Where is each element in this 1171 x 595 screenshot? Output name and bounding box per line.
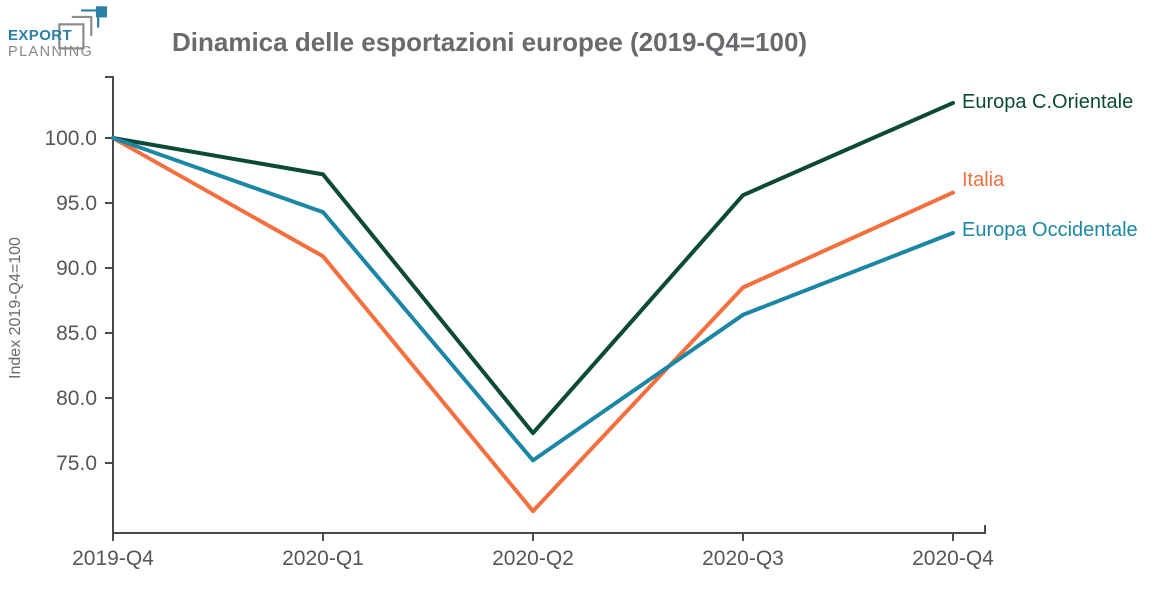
y-tick-label: 85.0 xyxy=(56,322,97,345)
series-line-europa-occidentale xyxy=(111,136,955,463)
y-tick-label: 80.0 xyxy=(56,387,97,410)
y-tick-label: 95.0 xyxy=(56,192,97,215)
legend-label-italia: Italia xyxy=(962,169,1005,191)
export-planning-logo: EXPORT PLANNING xyxy=(8,4,126,64)
x-tick-label: 2020-Q3 xyxy=(702,547,784,570)
legend-label-europa-c-orientale: Europa C.Orientale xyxy=(962,91,1134,113)
logo-text-planning: PLANNING xyxy=(8,44,94,60)
legend-label-europa-occidentale: Europa Occidentale xyxy=(962,219,1138,241)
y-tick-label: 90.0 xyxy=(56,257,97,280)
x-tick-label: 2019-Q4 xyxy=(72,547,154,570)
x-tick-label: 2020-Q1 xyxy=(282,547,364,570)
series-line-italia xyxy=(111,136,955,514)
logo-squares-icon xyxy=(58,6,107,50)
chart-title: Dinamica delle esportazioni europee (201… xyxy=(172,27,808,57)
y-tick-label: 100.0 xyxy=(44,127,97,150)
x-tick-label: 2020-Q2 xyxy=(492,547,574,570)
logo-text-export: EXPORT xyxy=(8,27,73,44)
y-tick-label: 75.0 xyxy=(56,452,97,475)
x-tick-label: 2020-Q4 xyxy=(912,547,994,570)
series-line-europa-c-orientale xyxy=(111,100,955,436)
